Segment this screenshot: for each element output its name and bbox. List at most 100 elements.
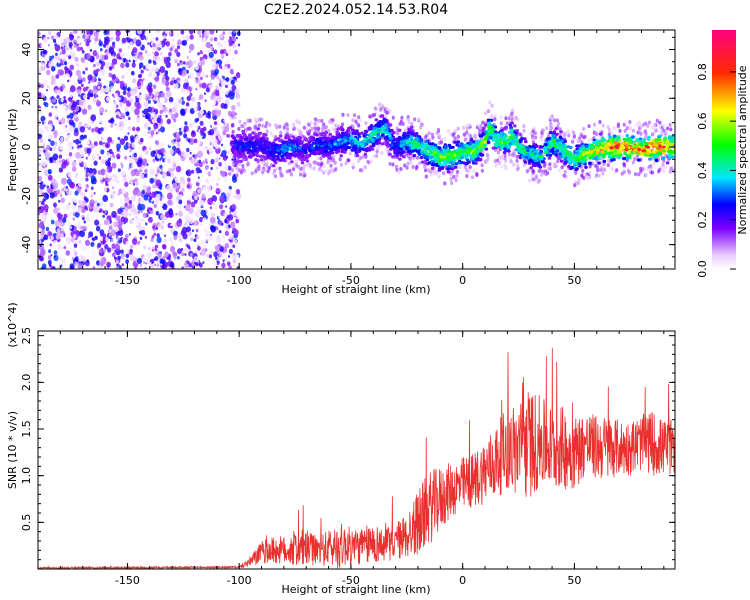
- heatmap-point: [391, 115, 395, 120]
- heatmap-point: [38, 128, 44, 136]
- heatmap-point: [228, 214, 234, 221]
- heatmap-point: [45, 54, 50, 61]
- heatmap-point: [172, 38, 175, 42]
- heatmap-point: [639, 169, 643, 174]
- heatmap-point: [116, 143, 121, 150]
- heatmap-point: [49, 147, 53, 151]
- heatmap-point: [222, 130, 227, 136]
- heatmap-point: [533, 131, 538, 136]
- heatmap-point: [633, 157, 637, 162]
- heatmap-point: [124, 47, 127, 50]
- heatmap-point: [184, 253, 187, 256]
- heatmap-point: [153, 203, 157, 209]
- heatmap-point: [85, 53, 91, 60]
- heatmap-point: [331, 126, 335, 131]
- heatmap-point: [170, 223, 173, 227]
- heatmap-point: [85, 260, 90, 267]
- heatmap-point: [197, 243, 200, 247]
- heatmap-point: [75, 175, 78, 178]
- heatmap-point: [142, 212, 147, 219]
- heatmap-point: [186, 137, 190, 141]
- heatmap-point: [164, 261, 169, 266]
- heatmap-point: [144, 235, 148, 239]
- heatmap-point: [75, 69, 81, 77]
- heatmap-point: [127, 142, 131, 147]
- heatmap-point: [193, 238, 197, 242]
- heatmap-point: [211, 142, 215, 147]
- heatmap-point: [74, 190, 79, 196]
- heatmap-point: [154, 32, 158, 37]
- heatmap-point: [104, 210, 107, 214]
- heatmap-point: [79, 147, 82, 151]
- heatmap-point: [291, 167, 296, 172]
- heatmap-point: [232, 259, 236, 264]
- heatmap-point: [178, 127, 182, 131]
- heatmap-point: [61, 66, 64, 69]
- heatmap-point: [148, 146, 152, 151]
- heatmap-point: [47, 255, 52, 260]
- heatmap-point: [214, 206, 218, 210]
- heatmap-point: [664, 131, 668, 135]
- heatmap-point: [173, 118, 177, 123]
- heatmap-point: [61, 49, 66, 55]
- heatmap-point: [42, 142, 46, 147]
- heatmap-point: [224, 126, 230, 133]
- heatmap-point: [235, 36, 238, 40]
- heatmap-point: [232, 244, 236, 248]
- heatmap-point: [71, 161, 77, 168]
- heatmap-point: [76, 89, 82, 95]
- heatmap-point: [233, 115, 237, 120]
- heatmap-point: [309, 163, 313, 168]
- heatmap-point: [618, 128, 622, 133]
- heatmap-point: [120, 62, 125, 69]
- heatmap-point: [121, 263, 124, 267]
- heatmap-point: [43, 149, 46, 153]
- heatmap-point: [90, 194, 94, 198]
- heatmap-point: [222, 160, 227, 165]
- heatmap-point: [184, 140, 189, 145]
- heatmap-point: [119, 150, 122, 154]
- heatmap-point: [295, 119, 299, 124]
- heatmap-point: [120, 179, 125, 184]
- heatmap-point: [38, 162, 41, 166]
- heatmap-point: [81, 139, 85, 145]
- heatmap-point: [139, 55, 144, 61]
- heatmap-point: [217, 140, 221, 145]
- heatmap-point: [194, 65, 199, 71]
- heatmap-point: [142, 255, 148, 263]
- heatmap-point: [181, 100, 186, 105]
- heatmap-point: [104, 109, 108, 113]
- heatmap-point: [661, 169, 666, 174]
- heatmap-point: [68, 202, 71, 206]
- heatmap-point: [199, 34, 202, 38]
- heatmap-point: [451, 132, 455, 137]
- heatmap-point: [177, 256, 180, 260]
- heatmap-point: [152, 225, 156, 229]
- heatmap-point: [224, 165, 229, 171]
- heatmap-point: [455, 173, 459, 178]
- heatmap-point: [128, 233, 131, 236]
- heatmap-point: [165, 80, 170, 87]
- heatmap-point: [115, 114, 119, 119]
- heatmap-point: [170, 254, 174, 259]
- heatmap-point: [111, 176, 117, 182]
- heatmap-point: [107, 157, 111, 162]
- heatmap-point: [214, 222, 216, 225]
- heatmap-point: [607, 155, 612, 159]
- heatmap-point: [456, 126, 460, 131]
- heatmap-point: [87, 182, 90, 185]
- heatmap-point: [652, 123, 657, 128]
- heatmap-point: [207, 197, 214, 205]
- heatmap-point: [85, 156, 89, 160]
- heatmap-point: [662, 123, 666, 128]
- heatmap-point: [485, 153, 489, 157]
- heatmap-point: [162, 155, 165, 159]
- heatmap-point: [221, 112, 227, 119]
- heatmap-point: [159, 197, 163, 201]
- heatmap-point: [134, 100, 140, 108]
- heatmap-point: [58, 167, 63, 173]
- heatmap-point: [163, 238, 168, 244]
- heatmap-point: [199, 120, 204, 126]
- heatmap-point: [660, 129, 664, 134]
- heatmap-point: [190, 130, 196, 138]
